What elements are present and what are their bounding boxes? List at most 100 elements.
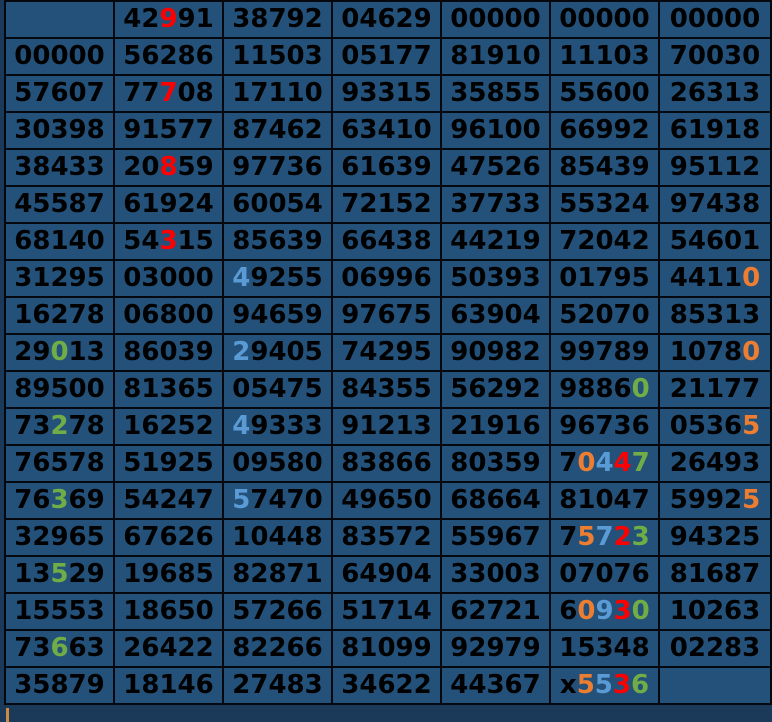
table-cell[interactable]: 72042 [549,222,660,261]
table-cell[interactable]: 74295 [331,333,442,372]
table-cell[interactable]: 56292 [440,370,551,409]
table-cell[interactable]: 63410 [331,111,442,150]
table-cell[interactable]: 35855 [440,74,551,113]
table-cell[interactable]: 26313 [658,74,772,113]
table-cell[interactable]: 81047 [549,481,660,520]
table-cell[interactable]: 85639 [222,222,333,261]
table-cell[interactable]: 76578 [4,444,115,483]
table-cell[interactable]: 73663 [4,629,115,668]
table-cell[interactable]: 16278 [4,296,115,335]
table-cell[interactable]: 21916 [440,407,551,446]
table-cell[interactable]: 66438 [331,222,442,261]
table-cell[interactable]: 10780 [658,333,772,372]
table-cell[interactable]: 18146 [113,666,224,705]
table-cell[interactable]: 83866 [331,444,442,483]
table-cell[interactable]: 62721 [440,592,551,631]
table-cell[interactable]: 54601 [658,222,772,261]
table-cell[interactable]: 45587 [4,185,115,224]
table-cell[interactable]: 49650 [331,481,442,520]
table-cell[interactable]: 52070 [549,296,660,335]
table-cell[interactable] [658,666,772,705]
table-cell[interactable]: 26422 [113,629,224,668]
table-cell[interactable]: x5536 [549,666,660,705]
table-cell[interactable]: 05365 [658,407,772,446]
table-cell[interactable]: 61639 [331,148,442,187]
table-cell[interactable]: 99789 [549,333,660,372]
table-cell[interactable]: 42991 [113,0,224,39]
table-cell[interactable]: 72152 [331,185,442,224]
table-cell[interactable]: 96100 [440,111,551,150]
table-cell[interactable]: 81687 [658,555,772,594]
table-cell[interactable]: 29013 [4,333,115,372]
table-cell[interactable]: 17110 [222,74,333,113]
table-cell[interactable]: 85313 [658,296,772,335]
table-cell[interactable]: 10448 [222,518,333,557]
table-cell[interactable]: 73278 [4,407,115,446]
table-cell[interactable]: 29405 [222,333,333,372]
table-cell[interactable]: 50393 [440,259,551,298]
table-cell[interactable]: 82871 [222,555,333,594]
table-cell[interactable]: 47526 [440,148,551,187]
table-cell[interactable]: 68140 [4,222,115,261]
table-cell[interactable]: 92979 [440,629,551,668]
table-cell[interactable]: 89500 [4,370,115,409]
table-cell[interactable]: 33003 [440,555,551,594]
table-cell[interactable]: 38433 [4,148,115,187]
table-cell[interactable]: 81099 [331,629,442,668]
table-cell[interactable]: 75723 [549,518,660,557]
table-cell[interactable]: 49255 [222,259,333,298]
table-cell[interactable]: 98860 [549,370,660,409]
table-cell[interactable]: 56286 [113,37,224,76]
table-cell[interactable]: 55324 [549,185,660,224]
table-cell[interactable]: 70447 [549,444,660,483]
table-cell[interactable]: 94659 [222,296,333,335]
table-cell[interactable]: 60930 [549,592,660,631]
table-cell[interactable]: 96736 [549,407,660,446]
table-cell[interactable]: 13529 [4,555,115,594]
table-cell[interactable]: 35879 [4,666,115,705]
table-cell[interactable]: 21177 [658,370,772,409]
table-cell[interactable]: 16252 [113,407,224,446]
table-cell[interactable]: 44219 [440,222,551,261]
table-cell[interactable]: 82266 [222,629,333,668]
table-cell[interactable]: 10263 [658,592,772,631]
table-cell[interactable]: 31295 [4,259,115,298]
table-cell[interactable]: 01795 [549,259,660,298]
table-cell[interactable]: 61924 [113,185,224,224]
table-cell[interactable]: 87462 [222,111,333,150]
table-cell[interactable]: 70030 [658,37,772,76]
table-cell[interactable]: 32965 [4,518,115,557]
table-cell[interactable]: 63904 [440,296,551,335]
table-cell[interactable]: 54315 [113,222,224,261]
table-cell[interactable]: 76369 [4,481,115,520]
table-cell[interactable]: 06800 [113,296,224,335]
table-cell[interactable]: 19685 [113,555,224,594]
table-cell[interactable]: 85439 [549,148,660,187]
table-cell[interactable]: 02283 [658,629,772,668]
table-cell[interactable]: 55967 [440,518,551,557]
table-cell[interactable]: 00000 [549,0,660,39]
table-cell[interactable]: 34622 [331,666,442,705]
table-cell[interactable]: 06996 [331,259,442,298]
table-cell[interactable]: 05177 [331,37,442,76]
table-cell[interactable]: 51714 [331,592,442,631]
table-cell[interactable]: 83572 [331,518,442,557]
table-cell[interactable]: 93315 [331,74,442,113]
table-cell[interactable]: 57607 [4,74,115,113]
table-cell[interactable]: 26493 [658,444,772,483]
table-cell[interactable]: 59925 [658,481,772,520]
table-cell[interactable]: 97675 [331,296,442,335]
table-cell[interactable]: 81910 [440,37,551,76]
table-cell[interactable]: 67626 [113,518,224,557]
table-cell[interactable]: 80359 [440,444,551,483]
table-cell[interactable]: 11503 [222,37,333,76]
table-cell[interactable]: 66992 [549,111,660,150]
table-cell[interactable]: 44110 [658,259,772,298]
table-cell[interactable]: 05475 [222,370,333,409]
table-cell[interactable]: 11103 [549,37,660,76]
table-cell[interactable]: 18650 [113,592,224,631]
table-cell[interactable]: 20859 [113,148,224,187]
table-cell[interactable]: 84355 [331,370,442,409]
table-cell[interactable]: 44367 [440,666,551,705]
table-cell[interactable]: 91213 [331,407,442,446]
